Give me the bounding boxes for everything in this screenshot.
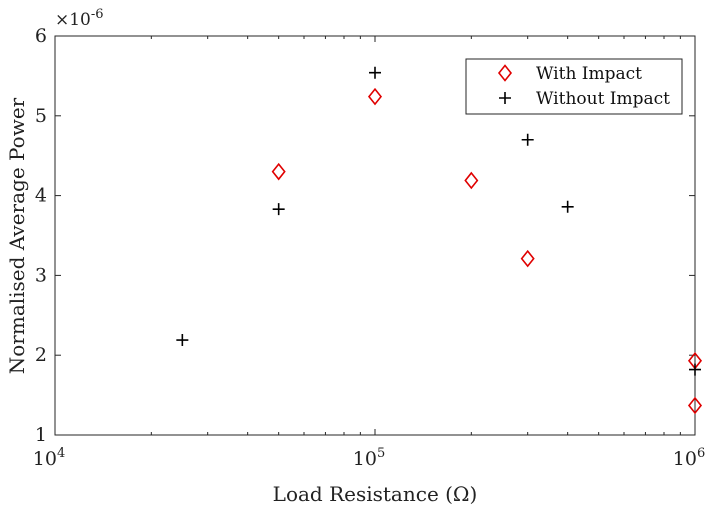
y-axis-multiplier-exponent: -6 bbox=[91, 7, 104, 22]
y-tick-label: 3 bbox=[35, 264, 47, 286]
data-point bbox=[521, 133, 534, 146]
y-axis-multiplier-base: ×10 bbox=[55, 10, 91, 30]
y-tick-label: 1 bbox=[35, 424, 47, 446]
data-point bbox=[176, 334, 189, 347]
y-axis-label: Normalised Average Power bbox=[5, 97, 29, 374]
x-tick-label: 104 bbox=[33, 446, 65, 470]
data-point bbox=[520, 249, 535, 268]
legend-label: Without Impact bbox=[536, 89, 670, 109]
y-tick-label: 6 bbox=[35, 25, 47, 47]
series-with-impact bbox=[271, 87, 703, 415]
data-point bbox=[464, 171, 479, 190]
data-point bbox=[561, 200, 574, 213]
y-tick-label: 2 bbox=[35, 344, 47, 366]
data-marks bbox=[176, 66, 703, 415]
x-tick-label: 105 bbox=[353, 446, 385, 470]
legend-marker bbox=[497, 64, 513, 82]
x-axis: 104 105 106 bbox=[33, 36, 705, 470]
data-point bbox=[689, 363, 701, 376]
legend-label: With Impact bbox=[536, 64, 642, 84]
data-point bbox=[271, 162, 286, 181]
data-point bbox=[367, 87, 383, 106]
y-tick-label: 5 bbox=[35, 105, 47, 127]
legend: With Impact Without Impact bbox=[465, 58, 683, 115]
y-axis: 1 2 3 4 5 6 bbox=[35, 25, 695, 446]
y-tick-label: 4 bbox=[35, 185, 47, 207]
x-tick-label: 106 bbox=[673, 446, 705, 470]
y-axis-multiplier: ×10-6 bbox=[55, 7, 104, 30]
data-point bbox=[272, 203, 285, 216]
series-without-impact bbox=[176, 66, 701, 376]
x-axis-label: Load Resistance (Ω) bbox=[273, 482, 478, 506]
data-point bbox=[369, 66, 381, 79]
data-point bbox=[687, 396, 703, 415]
legend-marker bbox=[499, 92, 511, 104]
